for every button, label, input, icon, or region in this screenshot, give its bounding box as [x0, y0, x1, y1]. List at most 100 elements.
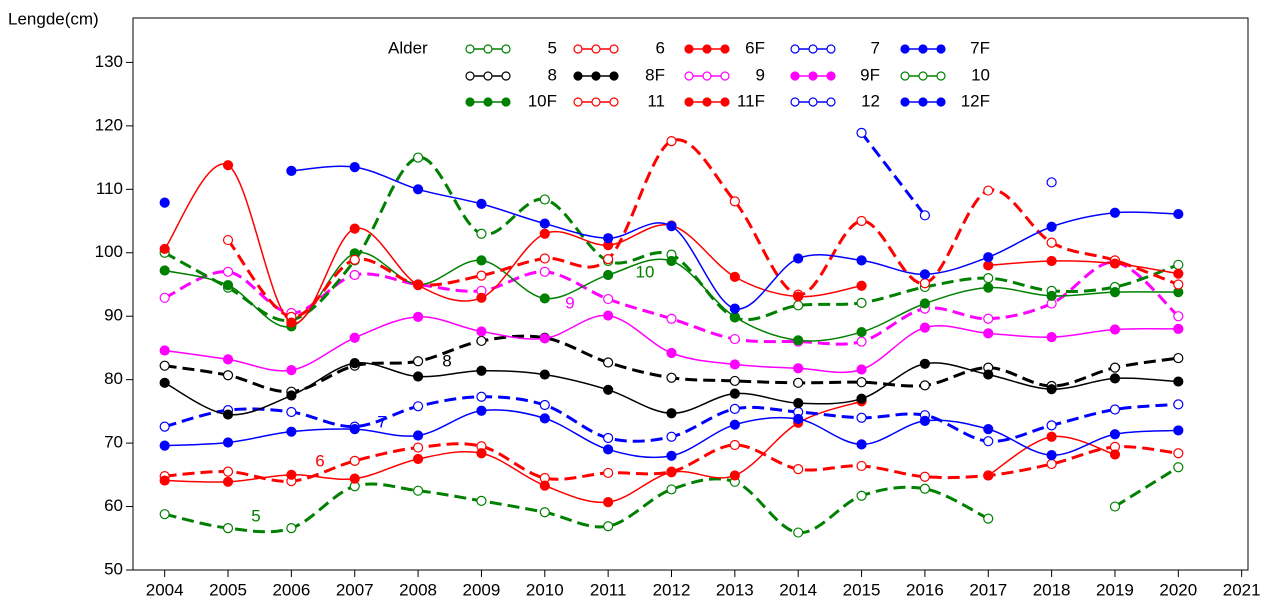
point	[729, 403, 740, 414]
point	[666, 467, 677, 478]
point	[1109, 362, 1121, 373]
x-tick-label: 2010	[526, 580, 564, 599]
point	[476, 270, 487, 281]
point	[983, 470, 994, 481]
point	[856, 215, 867, 227]
point	[729, 303, 740, 314]
point	[1173, 448, 1184, 459]
point	[1046, 431, 1057, 442]
point	[983, 513, 994, 524]
point	[1173, 311, 1184, 322]
point	[919, 380, 931, 391]
legend-item: 9F	[790, 65, 880, 84]
x-tick-label: 2013	[716, 580, 754, 599]
point	[793, 335, 804, 346]
legend-item: 10F	[465, 91, 557, 110]
point	[412, 485, 424, 496]
legend-title: Alder	[388, 38, 428, 57]
point	[1046, 332, 1057, 343]
annotation: 10	[636, 262, 655, 281]
legend-marker	[573, 97, 583, 107]
y-tick-label: 70	[104, 433, 123, 452]
point	[222, 409, 234, 420]
point	[919, 483, 931, 494]
point	[159, 377, 170, 388]
point	[349, 424, 360, 435]
legend-marker	[501, 44, 511, 54]
point	[919, 298, 931, 309]
point	[539, 228, 550, 239]
point	[1173, 425, 1184, 436]
y-tick-label: 50	[104, 559, 123, 578]
legend-label: 12	[861, 91, 880, 110]
point	[1046, 255, 1057, 267]
point	[159, 345, 170, 356]
point	[1173, 279, 1184, 290]
point	[476, 292, 487, 303]
point	[159, 509, 170, 520]
point	[349, 358, 360, 369]
point	[856, 297, 867, 308]
point	[412, 453, 424, 465]
point	[1046, 237, 1057, 248]
point	[1109, 207, 1121, 218]
point	[222, 266, 234, 277]
legend-marker	[790, 44, 800, 54]
x-tick-label: 2014	[779, 580, 817, 599]
point	[793, 363, 804, 374]
x-tick-label: 2004	[146, 580, 184, 599]
point	[729, 439, 740, 451]
point	[666, 372, 677, 383]
point	[1046, 290, 1057, 302]
legend-item: 6F	[684, 38, 765, 57]
point	[666, 450, 677, 461]
point	[983, 369, 994, 380]
point	[856, 439, 867, 450]
legend-marker	[465, 44, 475, 54]
point	[286, 406, 297, 418]
point	[793, 291, 804, 302]
point	[666, 347, 677, 359]
x-tick-label: 2009	[463, 580, 501, 599]
legend-item: 9	[684, 65, 765, 84]
point	[1046, 384, 1057, 395]
legend-marker	[918, 97, 928, 107]
point	[856, 280, 867, 291]
point	[603, 384, 614, 395]
x-tick-label: 2017	[969, 580, 1007, 599]
point	[856, 336, 867, 347]
point	[919, 358, 931, 369]
legend-item: 12	[790, 91, 880, 110]
legend-marker	[720, 71, 730, 81]
point	[1046, 458, 1057, 470]
x-tick-label: 2016	[906, 580, 944, 599]
point	[793, 413, 804, 425]
legend-marker	[591, 44, 601, 54]
trend-line	[164, 260, 1180, 346]
point	[476, 335, 487, 347]
legend-label: 12F	[961, 91, 990, 110]
legend-label: 6	[656, 38, 665, 57]
point	[919, 415, 931, 426]
series	[159, 405, 1184, 461]
point	[222, 466, 234, 477]
legend-marker	[609, 97, 619, 107]
point	[983, 436, 994, 447]
point	[1173, 352, 1184, 364]
legend-marker	[790, 71, 800, 81]
point	[856, 364, 867, 375]
series	[159, 358, 1184, 420]
point	[666, 484, 677, 495]
trend-line	[1114, 465, 1180, 508]
point	[919, 210, 931, 221]
point	[1173, 323, 1184, 334]
legend-marker	[465, 97, 475, 107]
legend-label: 10	[971, 65, 990, 84]
point	[919, 269, 931, 280]
point	[729, 375, 740, 387]
legend-item: 5	[465, 38, 557, 57]
point	[856, 412, 867, 423]
point	[983, 328, 994, 339]
legend-marker	[684, 97, 694, 107]
series	[159, 396, 1121, 508]
